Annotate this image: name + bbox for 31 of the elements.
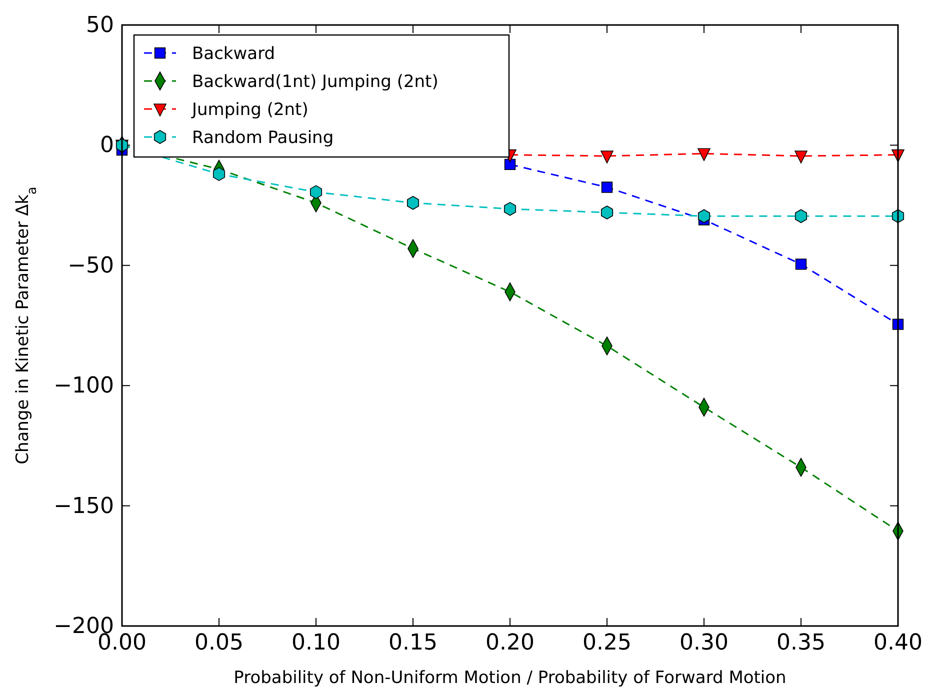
legend-label: Jumping (2nt) bbox=[191, 100, 308, 120]
legend-label: Backward(1nt) Jumping (2nt) bbox=[192, 72, 438, 92]
point bbox=[504, 202, 516, 216]
x-tick-label: 0.15 bbox=[388, 630, 438, 656]
y-tick-label: −100 bbox=[54, 374, 114, 399]
point bbox=[698, 148, 710, 162]
point bbox=[794, 150, 808, 164]
point bbox=[601, 182, 613, 193]
point bbox=[504, 158, 516, 170]
x-tick-label: 0.25 bbox=[582, 630, 632, 656]
x-tick-label: 0.05 bbox=[194, 630, 244, 656]
y-tick-label: −50 bbox=[68, 253, 114, 278]
x-axis-title: Probability of Non-Uniform Motion / Probability of Forward Motion bbox=[234, 668, 786, 687]
point bbox=[600, 206, 614, 220]
point bbox=[600, 150, 614, 164]
y-tick-label: 50 bbox=[86, 13, 114, 38]
x-tick-label: 0.30 bbox=[680, 630, 728, 656]
point bbox=[310, 185, 322, 199]
y-tick-label: 0 bbox=[100, 133, 114, 158]
x-tick-label: 0.20 bbox=[486, 630, 534, 656]
y-tick-label: −150 bbox=[54, 494, 114, 519]
point bbox=[794, 209, 808, 224]
point bbox=[212, 167, 226, 181]
legend-label: Random Pausing bbox=[192, 128, 334, 148]
point bbox=[795, 258, 807, 270]
x-tick-label: 0.40 bbox=[874, 630, 922, 656]
x-tick-label: 0.35 bbox=[776, 630, 826, 656]
point bbox=[406, 196, 420, 210]
x-tick-label: 0.10 bbox=[292, 630, 340, 656]
legend-label: Backward bbox=[192, 44, 276, 64]
point bbox=[698, 209, 710, 224]
